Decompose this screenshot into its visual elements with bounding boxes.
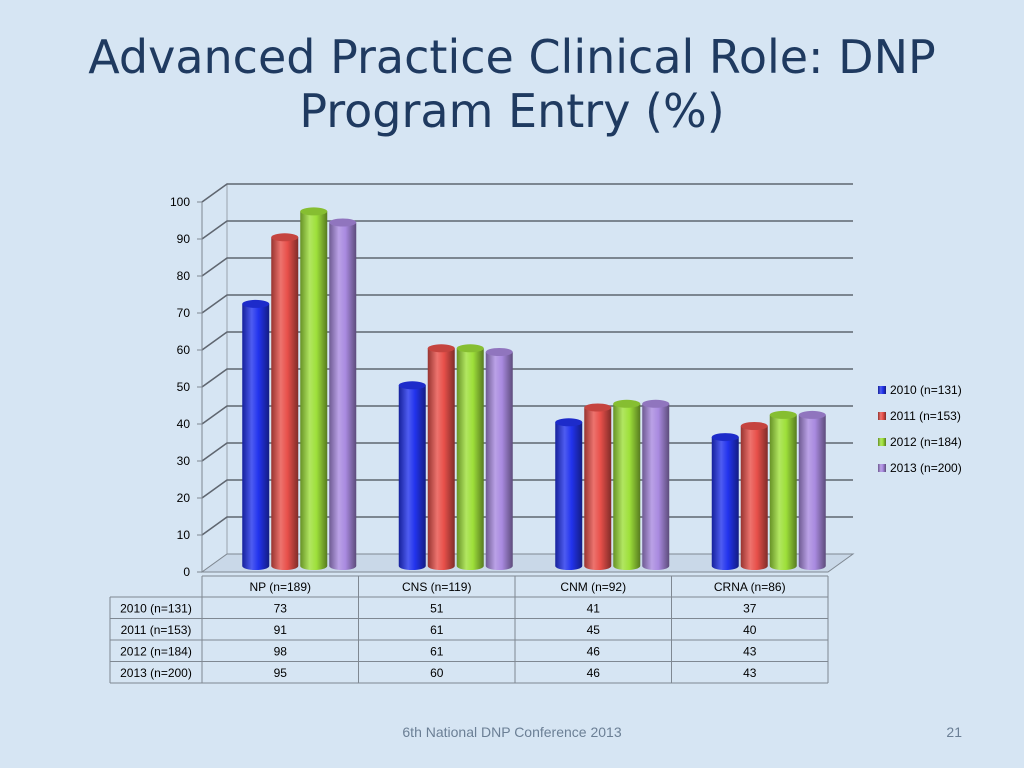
table-value: 37	[743, 602, 757, 616]
y-tick-label: 30	[177, 454, 191, 468]
gridline	[201, 331, 853, 351]
bar	[398, 381, 426, 570]
legend-swatch	[878, 464, 886, 472]
title-line-1: Advanced Practice Clinical Role: DNP	[88, 30, 936, 84]
bar	[711, 433, 739, 570]
bar	[427, 344, 455, 570]
table-category-header: CRNA (n=86)	[714, 580, 786, 594]
y-tick-label: 80	[177, 269, 191, 283]
y-tick-label: 60	[177, 343, 191, 357]
table-value: 46	[587, 666, 601, 680]
legend-label: 2012 (n=184)	[890, 435, 962, 449]
table-category-header: NP (n=189)	[250, 580, 311, 594]
bar	[300, 207, 328, 570]
bar	[271, 233, 299, 571]
y-tick-label: 90	[177, 232, 191, 246]
table-value: 46	[587, 645, 601, 659]
bar	[740, 422, 768, 570]
bar	[555, 418, 583, 570]
y-tick-label: 50	[177, 380, 191, 394]
table-value: 61	[430, 645, 444, 659]
table-category-header: CNM (n=92)	[560, 580, 626, 594]
footer-text: 6th National DNP Conference 2013	[402, 724, 622, 740]
table-value: 41	[587, 602, 601, 616]
legend-swatch	[878, 412, 886, 420]
bar	[242, 299, 270, 570]
legend-label: 2010 (n=131)	[890, 383, 962, 397]
table-series-label: 2012 (n=184)	[120, 645, 192, 659]
bar	[613, 399, 641, 570]
y-tick-label: 10	[177, 528, 191, 542]
table-value: 73	[274, 602, 288, 616]
table-value: 43	[743, 645, 757, 659]
bar	[456, 344, 484, 570]
table-value: 61	[430, 623, 444, 637]
bar	[769, 410, 797, 570]
slide-title: Advanced Practice Clinical Role: DNP Pro…	[0, 30, 1024, 138]
page-number: 21	[946, 724, 962, 740]
y-tick-label: 40	[177, 417, 191, 431]
legend-swatch	[878, 438, 886, 446]
y-tick-label: 20	[177, 491, 191, 505]
title-line-2: Program Entry (%)	[299, 84, 725, 138]
table-value: 45	[587, 623, 601, 637]
gridline	[201, 294, 853, 314]
table-value: 91	[274, 623, 288, 637]
table-value: 43	[743, 666, 757, 680]
table-category-header: CNS (n=119)	[402, 580, 471, 594]
bar	[642, 399, 670, 570]
table-value: 98	[274, 645, 288, 659]
table-value: 40	[743, 623, 757, 637]
bar	[798, 410, 826, 570]
legend-label: 2011 (n=153)	[890, 409, 961, 423]
legend-label: 2013 (n=200)	[890, 461, 962, 475]
table-series-label: 2013 (n=200)	[120, 666, 192, 680]
bar	[485, 348, 513, 570]
gridline	[201, 220, 853, 240]
bar-chart: 0 10 20 30 40 50 60 70 80 90 100 NP (n=189) CNS (n=…	[109, 183, 962, 684]
gridline	[201, 183, 853, 203]
y-tick-label: 100	[170, 195, 190, 209]
gridline	[201, 257, 853, 277]
gridline	[201, 368, 853, 388]
table-value: 95	[274, 666, 288, 680]
legend-swatch	[878, 386, 886, 394]
table-value: 51	[430, 602, 444, 616]
table-series-label: 2010 (n=131)	[120, 602, 192, 616]
table-value: 60	[430, 666, 444, 680]
table-series-label: 2011 (n=153)	[121, 623, 192, 637]
y-tick-label: 0	[183, 565, 190, 579]
y-tick-label: 70	[177, 306, 191, 320]
bar	[584, 403, 612, 570]
bar	[329, 218, 357, 570]
